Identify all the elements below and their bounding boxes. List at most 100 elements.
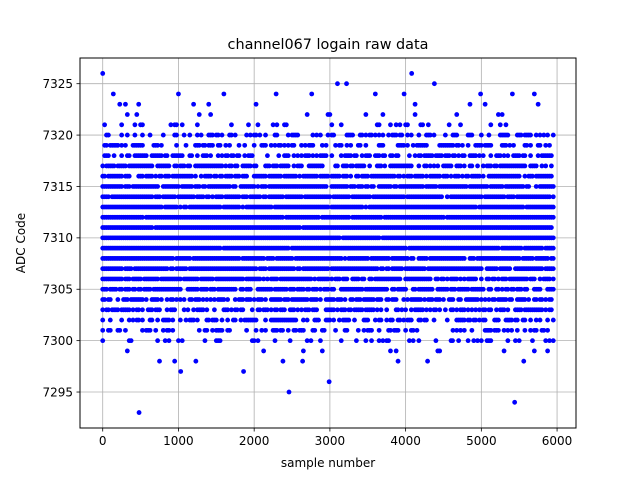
data-point xyxy=(236,204,242,210)
data-point xyxy=(160,132,166,138)
data-point xyxy=(293,327,299,333)
data-point xyxy=(369,338,374,344)
data-point xyxy=(352,317,357,323)
data-point xyxy=(397,173,403,179)
data-point xyxy=(342,256,348,261)
data-point xyxy=(319,163,325,169)
data-point xyxy=(140,327,145,333)
data-point xyxy=(297,173,302,179)
data-point xyxy=(467,317,473,323)
data-point xyxy=(420,184,426,189)
data-point xyxy=(501,348,507,354)
data-point xyxy=(386,132,391,138)
data-point xyxy=(295,132,301,138)
data-point xyxy=(437,297,443,302)
data-point xyxy=(219,153,225,159)
data-point xyxy=(295,307,301,313)
data-point xyxy=(503,276,509,282)
data-point xyxy=(140,122,145,128)
data-point xyxy=(378,307,384,313)
data-point xyxy=(425,122,431,128)
data-point xyxy=(185,307,191,313)
data-point xyxy=(482,317,488,323)
data-point xyxy=(302,142,308,148)
data-point xyxy=(193,173,198,179)
data-point xyxy=(384,307,390,313)
data-point xyxy=(378,317,384,323)
data-point xyxy=(475,163,480,169)
data-point xyxy=(350,297,356,302)
data-point xyxy=(170,297,176,302)
data-point xyxy=(372,317,378,323)
data-point xyxy=(511,286,516,292)
data-point xyxy=(503,122,509,128)
data-point xyxy=(304,317,310,323)
plot-area xyxy=(80,58,576,428)
data-point xyxy=(286,389,292,395)
data-point xyxy=(382,153,388,159)
data-point xyxy=(136,101,142,107)
data-point xyxy=(283,286,289,292)
data-point xyxy=(219,132,225,138)
data-point xyxy=(119,317,125,323)
data-point xyxy=(263,194,268,200)
data-point xyxy=(291,307,297,313)
data-point xyxy=(533,184,539,189)
data-point xyxy=(119,266,125,272)
data-point xyxy=(221,297,227,302)
data-point xyxy=(310,132,316,138)
data-point xyxy=(229,122,234,128)
data-point xyxy=(333,142,338,148)
data-point xyxy=(278,142,284,148)
data-point xyxy=(210,194,215,200)
data-point xyxy=(304,112,310,117)
data-point xyxy=(208,112,214,117)
data-point xyxy=(367,194,373,200)
data-point xyxy=(461,256,467,261)
data-point xyxy=(282,142,287,148)
data-point xyxy=(488,153,494,159)
data-point xyxy=(119,132,125,138)
data-point xyxy=(357,297,363,302)
data-point xyxy=(240,297,246,302)
data-point xyxy=(162,338,168,344)
data-point xyxy=(391,173,397,179)
data-point xyxy=(371,307,376,313)
x-tick-label: 1000 xyxy=(163,434,194,448)
data-point xyxy=(155,297,161,302)
data-point xyxy=(548,225,554,230)
data-point xyxy=(191,317,196,323)
data-point xyxy=(361,163,367,169)
data-point xyxy=(461,327,467,333)
data-point xyxy=(138,276,143,282)
data-point xyxy=(547,276,552,282)
data-point xyxy=(456,338,462,344)
data-point xyxy=(329,122,335,128)
data-point xyxy=(219,317,225,323)
data-point xyxy=(119,286,125,292)
data-point xyxy=(106,307,111,313)
data-point xyxy=(181,163,187,169)
data-point xyxy=(478,91,483,97)
data-point xyxy=(285,163,291,169)
data-point xyxy=(543,307,549,313)
data-point xyxy=(236,153,242,159)
data-point xyxy=(437,307,443,313)
data-point xyxy=(371,297,376,302)
data-point xyxy=(204,297,210,302)
data-point xyxy=(495,112,501,117)
data-point xyxy=(410,256,416,261)
data-point xyxy=(338,142,344,148)
data-point xyxy=(327,194,333,200)
data-point xyxy=(178,369,184,374)
data-point xyxy=(495,317,501,323)
data-point xyxy=(424,173,429,179)
data-point xyxy=(516,338,522,344)
data-point xyxy=(263,184,268,189)
data-point xyxy=(405,132,410,138)
data-point xyxy=(196,327,202,333)
data-point xyxy=(367,153,373,159)
data-point xyxy=(338,256,344,261)
data-point xyxy=(399,132,405,138)
data-point xyxy=(200,307,206,313)
